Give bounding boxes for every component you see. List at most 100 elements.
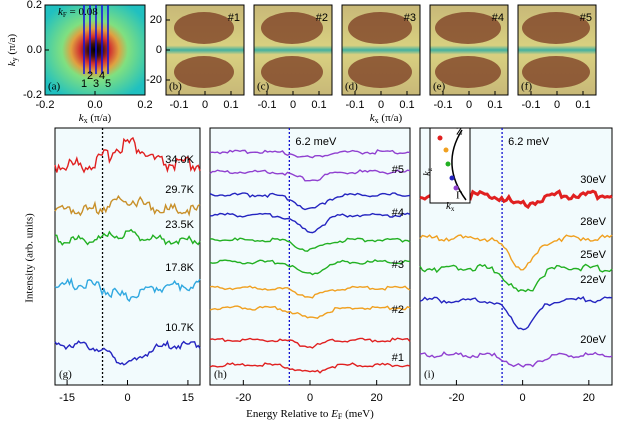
spectrum-curve	[419, 296, 613, 331]
x-tick-label: 20	[583, 392, 595, 404]
x-tick-label: 0.1	[311, 99, 326, 111]
curve-label: #5	[392, 164, 404, 176]
panel-label: (a)	[48, 81, 61, 93]
map-blob	[522, 56, 590, 88]
subscript: z	[426, 168, 434, 171]
map-panel	[517, 4, 597, 96]
spectrum-curve	[54, 136, 201, 174]
spectrum-curve	[54, 277, 201, 303]
spectrum-curve	[54, 228, 201, 246]
symbol: k	[6, 60, 18, 66]
subscript: x	[84, 116, 88, 125]
text: Energy Relative to	[246, 408, 331, 420]
symbol: k	[446, 200, 452, 212]
cut-label: #5	[580, 12, 592, 24]
symbol: k	[79, 112, 85, 124]
map-blob	[348, 56, 412, 88]
x-tick-label: -0.1	[258, 99, 277, 111]
inset-point	[453, 185, 459, 191]
spectrum-curve	[209, 192, 411, 211]
map-blob	[435, 12, 501, 44]
y-tick-label: -20	[146, 74, 162, 86]
x-tick-label: -0.1	[346, 99, 365, 111]
map-blob	[435, 56, 501, 88]
x-tick-label: 0	[466, 99, 472, 111]
x-tick-label: 20	[371, 392, 383, 404]
marker-label: 6.2 meV	[508, 136, 550, 148]
spectrum-curve	[209, 337, 411, 349]
map-panel	[165, 4, 245, 96]
x-tick-label: 0	[554, 99, 560, 111]
value: = 0.08	[67, 6, 98, 18]
spectrum-curve	[54, 194, 201, 217]
axis-label: kx (π/a)	[79, 112, 112, 125]
cut-label: 3	[93, 78, 99, 90]
spectrum-curve	[209, 212, 411, 234]
inset-label: kz	[421, 168, 434, 176]
cut-label: 2	[87, 70, 93, 82]
spectrum-curve	[54, 339, 201, 366]
curve-label: 34.0K	[165, 154, 194, 166]
x-tick-label: -20	[448, 392, 464, 404]
unit: (π/a)	[379, 112, 403, 124]
spectrum-curve	[209, 149, 411, 159]
spectrum-curve	[419, 263, 613, 293]
symbol: k	[421, 170, 433, 176]
curve-label: #3	[392, 259, 404, 271]
x-tick-label: 15	[182, 392, 194, 404]
inset-curve	[451, 129, 467, 201]
map-panel	[341, 4, 421, 96]
spectrum-curve	[419, 351, 613, 368]
symbol: E	[330, 408, 338, 420]
x-tick-label: 0.1	[399, 99, 414, 111]
panel-label: (e)	[433, 81, 446, 93]
x-tick-label: -0.1	[522, 99, 541, 111]
curve-label: 30eV	[580, 174, 606, 186]
curve-label: 17.8K	[165, 262, 194, 274]
map-blob	[348, 12, 412, 44]
panel-label: (g)	[59, 369, 72, 381]
x-tick-label: -0.2	[36, 99, 55, 111]
inset-point	[437, 135, 443, 141]
unit: (π/a)	[6, 33, 18, 57]
subscript: x	[375, 116, 379, 125]
subscript: x	[451, 205, 455, 213]
y-tick-label: -0.2	[23, 89, 42, 101]
curve-label: 22eV	[580, 274, 606, 286]
subscript: F	[63, 11, 67, 19]
x-tick-label: 0.0	[87, 99, 102, 111]
curve-label: 29.7K	[165, 184, 194, 196]
kf-label: kF = 0.08	[58, 6, 98, 19]
x-tick-label: 0	[124, 392, 130, 404]
x-tick-label: 0.1	[575, 99, 590, 111]
spectrum-curve	[209, 237, 411, 252]
subscript: y	[10, 57, 19, 61]
spectrum-curve	[209, 259, 411, 276]
symbol: k	[370, 112, 376, 124]
unit: (meV)	[342, 408, 374, 420]
panel-label: (c)	[257, 81, 270, 93]
inset-label: kx	[446, 200, 455, 213]
map-blob	[261, 56, 323, 88]
spectrum-curve	[209, 362, 411, 374]
x-tick-label: 0.2	[137, 99, 152, 111]
axis-label: kx (π/a)	[370, 112, 403, 125]
inset-label: Γ	[456, 190, 462, 202]
x-tick-label: -0.1	[434, 99, 453, 111]
spectrum-curve	[209, 285, 411, 299]
inset-point	[443, 147, 449, 153]
map-blob	[174, 56, 234, 88]
y-tick-label: 0.2	[27, 0, 42, 11]
x-tick-label: 0	[307, 392, 313, 404]
y-tick-label: 0.0	[27, 44, 42, 56]
x-tick-label: 0.1	[223, 99, 238, 111]
curve-label: 28eV	[580, 216, 606, 228]
y-tick-label: 20	[150, 14, 162, 26]
cut-label: #4	[492, 12, 504, 24]
symbol: k	[58, 6, 64, 18]
x-tick-label: -15	[59, 392, 75, 404]
map-blob	[522, 12, 590, 44]
cut-label: #1	[228, 12, 240, 24]
cut-label: 5	[105, 78, 111, 90]
